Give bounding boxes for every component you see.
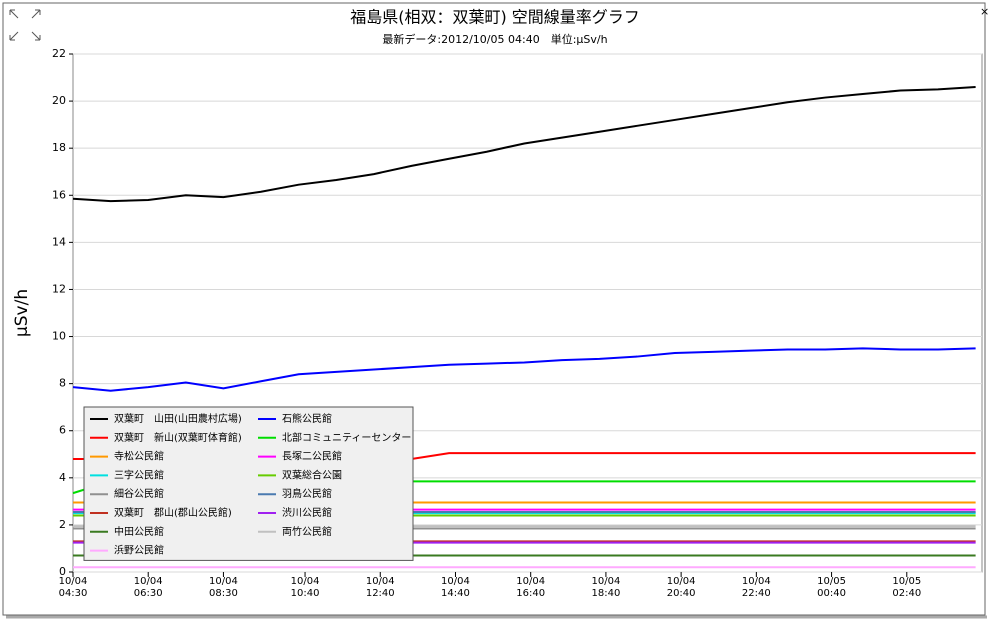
series-line (72, 85, 976, 203)
y-axis-label: μSv/h (12, 289, 32, 337)
y-tick-label: 18 (52, 141, 66, 154)
legend-label: 双葉総合公園 (282, 468, 342, 481)
chart-subtitle: 最新データ:2012/10/05 04:40 単位:μSv/h (382, 32, 607, 46)
x-tick-label: 10/04 10:40 (290, 576, 320, 599)
y-tick-label: 10 (52, 330, 66, 343)
y-tick-label: 6 (59, 424, 66, 437)
legend-label: 両竹公民館 (282, 525, 332, 538)
x-tick-label: 10/04 20:40 (666, 576, 696, 599)
y-tick-label: 0 (59, 565, 66, 578)
y-tick-label: 20 (52, 94, 66, 107)
expand-icon[interactable] (9, 9, 41, 41)
legend-label: 双葉町 郡山(郡山公民館) (114, 506, 232, 519)
legend-label: 浜野公民館 (114, 544, 164, 557)
y-tick-label: 12 (52, 282, 66, 295)
x-tick-label: 10/04 06:30 (133, 576, 163, 599)
x-tick-label: 10/04 08:30 (209, 576, 238, 599)
x-tick-label: 10/04 14:40 (441, 576, 470, 599)
legend-label: 長塚二公民館 (282, 450, 342, 463)
legend: 双葉町 山田(山田農村広場) 双葉町 新山(双葉町体育館) 寺松公民館三字公民館細谷… (83, 406, 414, 561)
legend-label: 三字公民館 (114, 468, 164, 481)
y-tick-label: 8 (59, 377, 66, 390)
x-tick-label: 10/04 04:30 (58, 576, 88, 599)
legend-label: 石熊公民館 (282, 412, 332, 425)
y-tick-label: 16 (52, 188, 66, 201)
x-tick-label: 10/04 12:40 (365, 576, 395, 599)
x-tick-label: 10/05 02:40 (892, 576, 922, 599)
legend-box (83, 406, 414, 561)
legend-label: 渋川公民館 (282, 506, 332, 519)
legend-label: 北部コミュニティーセンター (282, 431, 411, 444)
legend-label: 双葉町 山田(山田農村広場) (114, 412, 242, 425)
legend-label: 寺松公民館 (114, 450, 164, 463)
x-tick-label: 10/04 18:40 (591, 576, 621, 599)
y-tick-label: 2 (59, 518, 66, 531)
chart-title: 福島県(相双：双葉町) 空間線量率グラフ (350, 8, 640, 27)
x-tick-label: 10/04 16:40 (516, 576, 546, 599)
legend-label: 双葉町 新山(双葉町体育館) (114, 431, 242, 444)
legend-label: 羽鳥公民館 (282, 487, 332, 500)
legend-label: 細谷公民館 (114, 487, 164, 500)
y-tick-label: 14 (52, 235, 66, 248)
close-button[interactable]: × (980, 5, 989, 18)
x-tick-label: 10/05 00:40 (817, 576, 846, 599)
legend-label: 中田公民館 (114, 525, 164, 538)
y-tick-label: 22 (52, 47, 66, 60)
y-tick-label: 4 (59, 471, 66, 484)
x-tick-label: 10/04 22:40 (741, 576, 771, 599)
series-line (72, 347, 976, 392)
